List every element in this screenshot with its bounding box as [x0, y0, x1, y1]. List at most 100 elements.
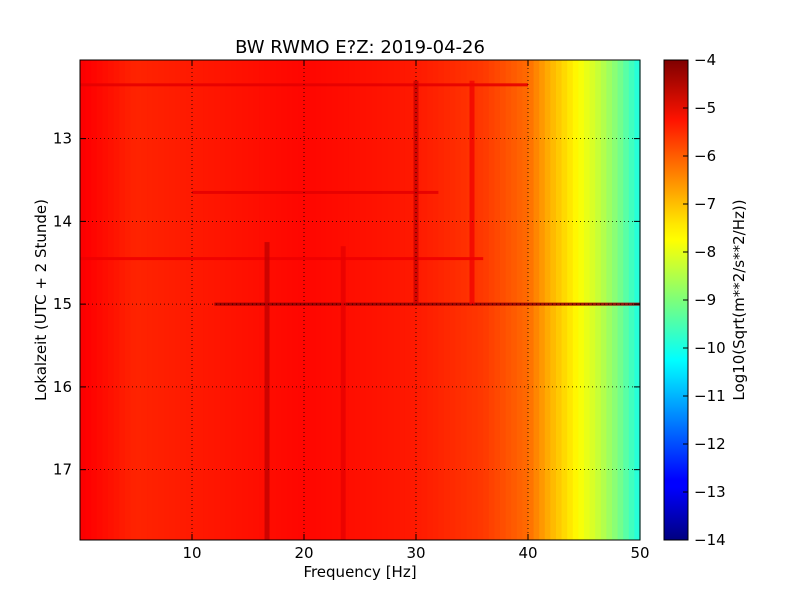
x-tick-label: 40	[518, 544, 537, 562]
spectrum-column	[606, 60, 613, 540]
spectrum-column	[556, 60, 563, 540]
spectrum-column	[617, 60, 624, 540]
spectrum-column	[164, 60, 171, 540]
spectrum-column	[113, 60, 120, 540]
colorbar-tick-label: −4	[694, 51, 716, 69]
spectrum-column	[85, 60, 92, 540]
spectrum-column	[186, 60, 193, 540]
spectrum-column	[214, 60, 221, 540]
spectrum-column	[124, 60, 131, 540]
spectrum-column	[119, 60, 126, 540]
spectrum-column	[628, 60, 635, 540]
spectrum-column	[494, 60, 501, 540]
x-axis: 10 20 30 40 50	[182, 60, 650, 562]
spectrum-column	[393, 60, 400, 540]
x-tick-label: 10	[182, 544, 201, 562]
spectrum-column	[539, 60, 546, 540]
x-tick-label: 30	[406, 544, 425, 562]
spectrum-column	[522, 60, 529, 540]
spectrum-column	[404, 60, 411, 540]
spectrum-column	[449, 60, 456, 540]
spectrum-column	[421, 60, 428, 540]
y-axis-label: Lokalzeit (UTC + 2 Stunde)	[32, 199, 50, 401]
horizontal-band	[192, 190, 439, 194]
spectrum-column	[169, 60, 176, 540]
spectrum-column	[348, 60, 355, 540]
spectrum-column	[220, 60, 227, 540]
spectrum-column	[533, 60, 540, 540]
colorbar: −4 −5 −6 −7 −8 −9 −10 −11 −12 −13 −14	[663, 51, 726, 549]
x-axis-label: Frequency [Hz]	[303, 563, 416, 581]
spectrum-column	[365, 60, 372, 540]
spectrum-column	[460, 60, 467, 540]
horizontal-band	[214, 302, 640, 306]
spectrum-column	[528, 60, 535, 540]
y-tick-label: 16	[53, 378, 72, 396]
spectrum-column	[455, 60, 462, 540]
chart-title: BW RWMO E?Z: 2019-04-26	[235, 37, 485, 58]
spectrum-column	[432, 60, 439, 540]
spectrum-column	[567, 60, 574, 540]
grid-lines	[80, 60, 640, 540]
spectrum-column	[259, 60, 266, 540]
spectrum-column	[225, 60, 232, 540]
y-tick-label: 13	[53, 130, 72, 148]
colorbar-tick-label: −5	[694, 99, 716, 117]
x-tick-label: 50	[630, 544, 649, 562]
spectrum-column	[399, 60, 406, 540]
vertical-band	[469, 80, 475, 305]
spectrum-column	[231, 60, 238, 540]
spectrum-column	[192, 60, 199, 540]
spectrum-column	[589, 60, 596, 540]
spectrum-column	[315, 60, 322, 540]
spectrum-column	[292, 60, 299, 540]
spectrum-column	[80, 60, 87, 540]
spectrum-column	[483, 60, 490, 540]
y-tick-label: 17	[53, 461, 72, 479]
spectrum-column	[578, 60, 585, 540]
spectrum-column	[152, 60, 159, 540]
spectrum-column	[108, 60, 115, 540]
spectrum-column	[326, 60, 333, 540]
spectrum-column	[354, 60, 361, 540]
spectrum-column	[382, 60, 389, 540]
y-tick-label: 15	[53, 295, 72, 313]
spectrum-column	[634, 60, 641, 540]
spectrum-column	[158, 60, 165, 540]
spectrum-column	[584, 60, 591, 540]
spectrum-column	[561, 60, 568, 540]
colorbar-label: Log10(Sqrt(m**2/s**2/Hz))	[730, 199, 748, 400]
spectrum-column	[444, 60, 451, 540]
spectrum-column	[242, 60, 249, 540]
colorbar-tick-label: −6	[694, 147, 716, 165]
plot-frame	[79, 59, 641, 541]
colorbar-tick-label: −9	[694, 291, 716, 309]
spectrum-column	[320, 60, 327, 540]
spectrum-column	[371, 60, 378, 540]
horizontal-band	[80, 257, 484, 261]
spectrum-column	[511, 60, 518, 540]
spectrum-column	[203, 60, 210, 540]
spectrum-column	[343, 60, 350, 540]
spectrum-column	[332, 60, 339, 540]
spectrum-column	[477, 60, 484, 540]
spectrum-column	[253, 60, 260, 540]
spectrum-column	[287, 60, 294, 540]
spectrum-column	[236, 60, 243, 540]
spectrum-column	[96, 60, 103, 540]
vertical-band	[264, 242, 270, 540]
colorbar-ticks: −4 −5 −6 −7 −8 −9 −10 −11 −12 −13 −14	[683, 51, 726, 549]
heatmap-cells	[80, 60, 641, 540]
spectrum-column	[438, 60, 445, 540]
spectrum-column	[572, 60, 579, 540]
y-tick-label: 14	[53, 212, 72, 230]
spectrum-column	[208, 60, 215, 540]
spectrum-column	[488, 60, 495, 540]
colorbar-tick-label: −7	[694, 195, 716, 213]
spectrum-column	[544, 60, 551, 540]
spectrum-column	[180, 60, 187, 540]
spectrum-column	[309, 60, 316, 540]
x-tick-label: 20	[294, 544, 313, 562]
